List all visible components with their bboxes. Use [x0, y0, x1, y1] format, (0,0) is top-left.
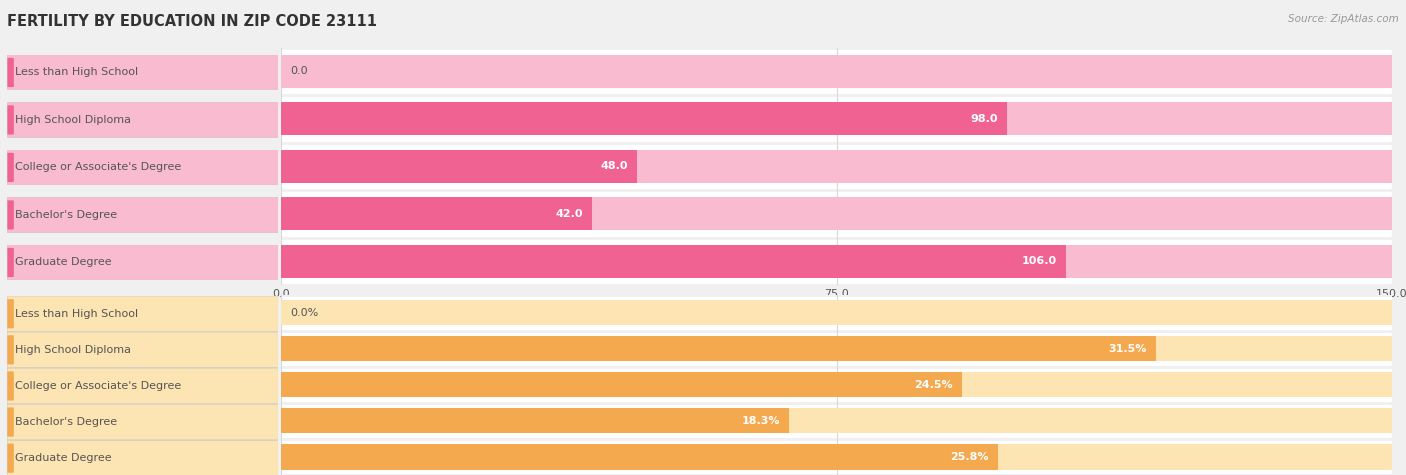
FancyBboxPatch shape — [281, 48, 1392, 95]
Text: 0.0: 0.0 — [290, 66, 308, 76]
Bar — [281, 372, 1392, 398]
Text: 98.0: 98.0 — [970, 114, 998, 124]
FancyBboxPatch shape — [281, 331, 1392, 367]
Text: College or Associate's Degree: College or Associate's Degree — [15, 381, 181, 391]
FancyBboxPatch shape — [281, 439, 1392, 475]
Bar — [281, 372, 962, 398]
FancyBboxPatch shape — [281, 294, 1392, 331]
FancyBboxPatch shape — [281, 142, 1392, 190]
Text: Bachelor's Degree: Bachelor's Degree — [15, 417, 117, 427]
Text: Bachelor's Degree: Bachelor's Degree — [15, 210, 117, 220]
Bar — [281, 150, 1392, 183]
Bar — [281, 55, 1392, 88]
Bar — [281, 102, 1007, 135]
Text: 0.0%: 0.0% — [290, 307, 318, 318]
Text: 31.5%: 31.5% — [1109, 343, 1147, 354]
FancyBboxPatch shape — [4, 105, 14, 134]
Text: High School Diploma: High School Diploma — [15, 115, 131, 125]
Text: 48.0: 48.0 — [600, 161, 627, 171]
FancyBboxPatch shape — [281, 95, 1392, 142]
Bar — [281, 245, 1392, 278]
FancyBboxPatch shape — [281, 190, 1392, 238]
FancyBboxPatch shape — [4, 248, 14, 277]
Bar — [281, 300, 1392, 325]
Bar — [281, 336, 1156, 361]
Text: Graduate Degree: Graduate Degree — [15, 453, 112, 463]
Bar — [281, 150, 637, 183]
Bar — [281, 197, 592, 230]
Text: Less than High School: Less than High School — [15, 309, 138, 319]
FancyBboxPatch shape — [4, 200, 14, 229]
Bar — [281, 408, 1392, 434]
Bar — [281, 336, 1392, 361]
Bar — [281, 197, 1392, 230]
Bar — [281, 102, 1392, 135]
Bar — [281, 245, 1066, 278]
FancyBboxPatch shape — [4, 58, 14, 87]
Text: 42.0: 42.0 — [555, 209, 583, 219]
FancyBboxPatch shape — [4, 371, 14, 400]
Bar — [281, 444, 998, 470]
FancyBboxPatch shape — [281, 403, 1392, 439]
Text: 25.8%: 25.8% — [950, 452, 988, 462]
FancyBboxPatch shape — [4, 408, 14, 437]
Text: Less than High School: Less than High School — [15, 67, 138, 77]
Text: FERTILITY BY EDUCATION IN ZIP CODE 23111: FERTILITY BY EDUCATION IN ZIP CODE 23111 — [7, 14, 377, 29]
Text: 106.0: 106.0 — [1022, 256, 1057, 266]
Text: 18.3%: 18.3% — [742, 416, 780, 426]
FancyBboxPatch shape — [281, 367, 1392, 403]
Bar — [281, 408, 789, 434]
Text: 24.5%: 24.5% — [914, 380, 953, 390]
Text: High School Diploma: High School Diploma — [15, 345, 131, 355]
Text: Source: ZipAtlas.com: Source: ZipAtlas.com — [1288, 14, 1399, 24]
FancyBboxPatch shape — [4, 444, 14, 473]
Bar — [281, 444, 1392, 470]
FancyBboxPatch shape — [281, 238, 1392, 285]
FancyBboxPatch shape — [4, 335, 14, 364]
Text: Graduate Degree: Graduate Degree — [15, 257, 112, 267]
FancyBboxPatch shape — [4, 153, 14, 182]
Text: College or Associate's Degree: College or Associate's Degree — [15, 162, 181, 172]
FancyBboxPatch shape — [4, 299, 14, 328]
